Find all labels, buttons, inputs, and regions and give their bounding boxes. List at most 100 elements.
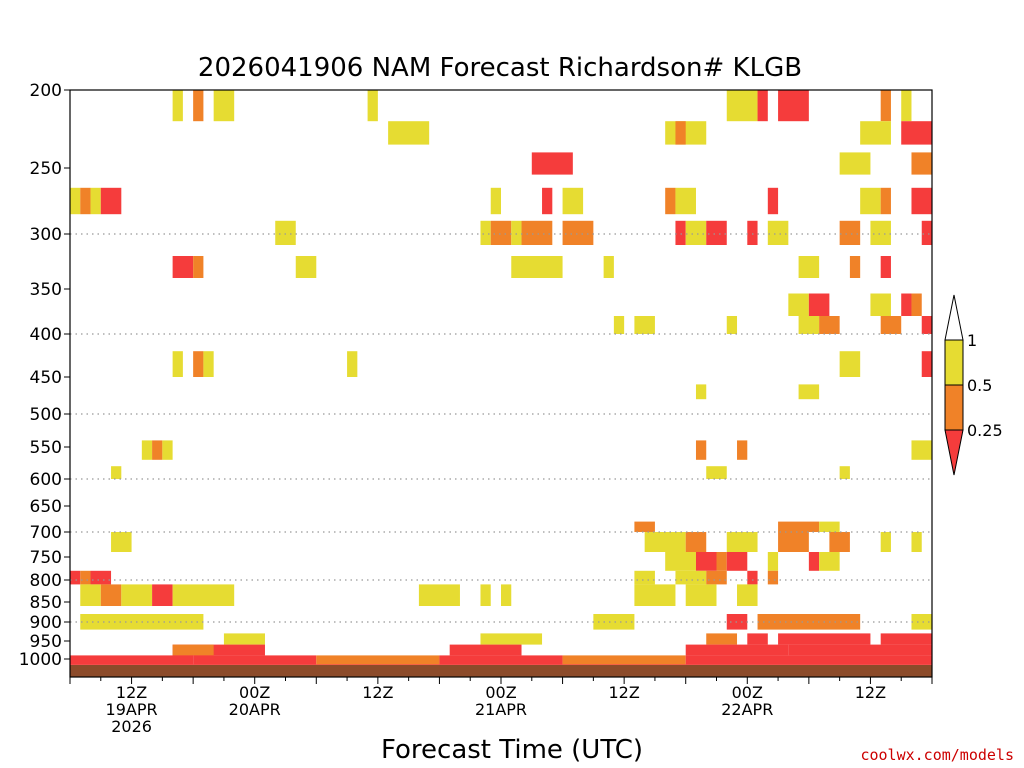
heatmap-cell	[295, 256, 317, 278]
colorbar: 0.25 0.5 1	[944, 294, 1003, 476]
y-tick-label: 900	[30, 613, 62, 633]
heatmap-cell	[347, 351, 358, 377]
heatmap-cell	[685, 655, 932, 665]
heatmap-cell	[839, 466, 850, 479]
pressure-gridlines	[70, 233, 932, 623]
heatmap-cell	[511, 220, 522, 245]
heatmap-cell	[839, 220, 861, 245]
heatmap-cell	[593, 614, 635, 630]
heatmap-cell	[439, 655, 563, 665]
heatmap-cell	[121, 584, 153, 606]
heatmap-cell	[100, 187, 122, 215]
colorbar-label: 0.25	[967, 421, 1003, 440]
heatmap-cell	[685, 532, 707, 552]
heatmap-cell	[829, 532, 850, 552]
heatmap-cell	[562, 220, 594, 245]
heatmap-cell	[90, 570, 112, 585]
heatmap-cell	[778, 521, 820, 532]
heatmap-cell	[778, 532, 809, 552]
heatmap-cell	[819, 316, 840, 334]
colorbar-label: 0.5	[967, 376, 992, 395]
heatmap-cell	[70, 187, 81, 215]
x-tick-label: 12Z	[362, 683, 393, 702]
heatmap-cell	[172, 584, 235, 606]
x-tick-label: 12Z	[608, 683, 639, 702]
heatmap-cell	[223, 633, 265, 645]
heatmap-cell	[880, 187, 891, 215]
heatmap-cell	[695, 440, 707, 460]
heatmap-cell	[767, 552, 779, 571]
colorbar-segment	[944, 384, 964, 431]
heatmap-cell	[542, 187, 553, 215]
ground-surface-strip	[70, 665, 932, 677]
heatmap-cell	[911, 152, 932, 175]
colorbar-label: 1	[967, 331, 977, 350]
x-tick-label: 00Z	[485, 683, 516, 702]
heatmap-cell	[613, 316, 625, 334]
heatmap-cell	[675, 187, 696, 215]
heatmap-cell	[80, 584, 101, 606]
heatmap-cell	[860, 121, 891, 145]
chart-title: 2026041906 NAM Forecast Richardson# KLGB	[198, 53, 802, 83]
heatmap-cell	[152, 440, 163, 460]
heatmap-cell	[480, 584, 491, 606]
heatmap-cell	[172, 351, 183, 377]
heatmap-cell	[901, 121, 932, 145]
heatmap-cell	[911, 293, 922, 316]
heatmap-cell	[706, 220, 727, 245]
y-tick-label: 500	[30, 405, 62, 425]
heatmap-cell	[203, 351, 214, 377]
heatmap-cell	[172, 644, 214, 656]
heatmap-cell	[911, 532, 922, 552]
y-tick-label: 600	[30, 470, 62, 490]
heatmap-cell	[747, 220, 758, 245]
heatmap-cell	[675, 121, 686, 145]
heatmap-cell	[880, 633, 932, 645]
heatmap-cell	[880, 90, 891, 122]
heatmap-cell	[193, 351, 204, 377]
heatmap-cell	[911, 187, 932, 215]
heatmap-cell	[726, 90, 758, 122]
heatmap-cell	[747, 633, 768, 645]
heatmap-cell	[921, 316, 932, 334]
heatmap-cell	[767, 220, 789, 245]
heatmap-cell	[901, 293, 912, 316]
heatmap-cell	[634, 521, 655, 532]
y-tick-label: 350	[30, 280, 62, 300]
y-tick-label: 800	[30, 571, 62, 591]
heatmap-cell	[80, 187, 91, 215]
heatmap-cell	[737, 440, 748, 460]
credit-text[interactable]: coolwx.com/models	[860, 746, 1014, 764]
heatmap-cell	[193, 256, 204, 278]
heatmap-cell	[767, 187, 779, 215]
heatmap-cell	[706, 570, 727, 585]
y-tick-label: 1000	[19, 650, 62, 670]
heatmap-cell	[562, 655, 686, 665]
x-tick-label: 12Z	[116, 683, 147, 702]
heatmap-cell	[562, 187, 584, 215]
heatmap-cell	[911, 614, 932, 630]
y-tick-label: 650	[30, 497, 62, 517]
colorbar-segment	[944, 429, 964, 476]
heatmap-cell	[747, 570, 758, 585]
y-tick-label: 200	[30, 81, 62, 101]
heatmap-cell	[757, 614, 861, 630]
x-tick-label: 00Z	[732, 683, 763, 702]
heatmap-cell	[685, 644, 789, 656]
heatmap-cell	[501, 584, 512, 606]
heatmap-cell	[193, 655, 317, 665]
heatmap-cell	[921, 351, 932, 377]
heatmap-cell	[839, 152, 871, 175]
heatmap-cell	[172, 90, 183, 122]
heatmap-cell	[706, 466, 727, 479]
heatmap-cell	[757, 90, 768, 122]
heatmap-cell	[726, 532, 758, 552]
heatmap-cell	[860, 187, 881, 215]
heatmap-cell	[80, 570, 91, 585]
heatmap-cell	[70, 655, 194, 665]
heatmap-cell	[275, 220, 296, 245]
heatmap-cell	[788, 293, 809, 316]
pressure-axis: 200 250 300 350 400 450 500 550 600 650 700 750 8008…	[19, 81, 70, 670]
heatmap-cell	[603, 256, 614, 278]
